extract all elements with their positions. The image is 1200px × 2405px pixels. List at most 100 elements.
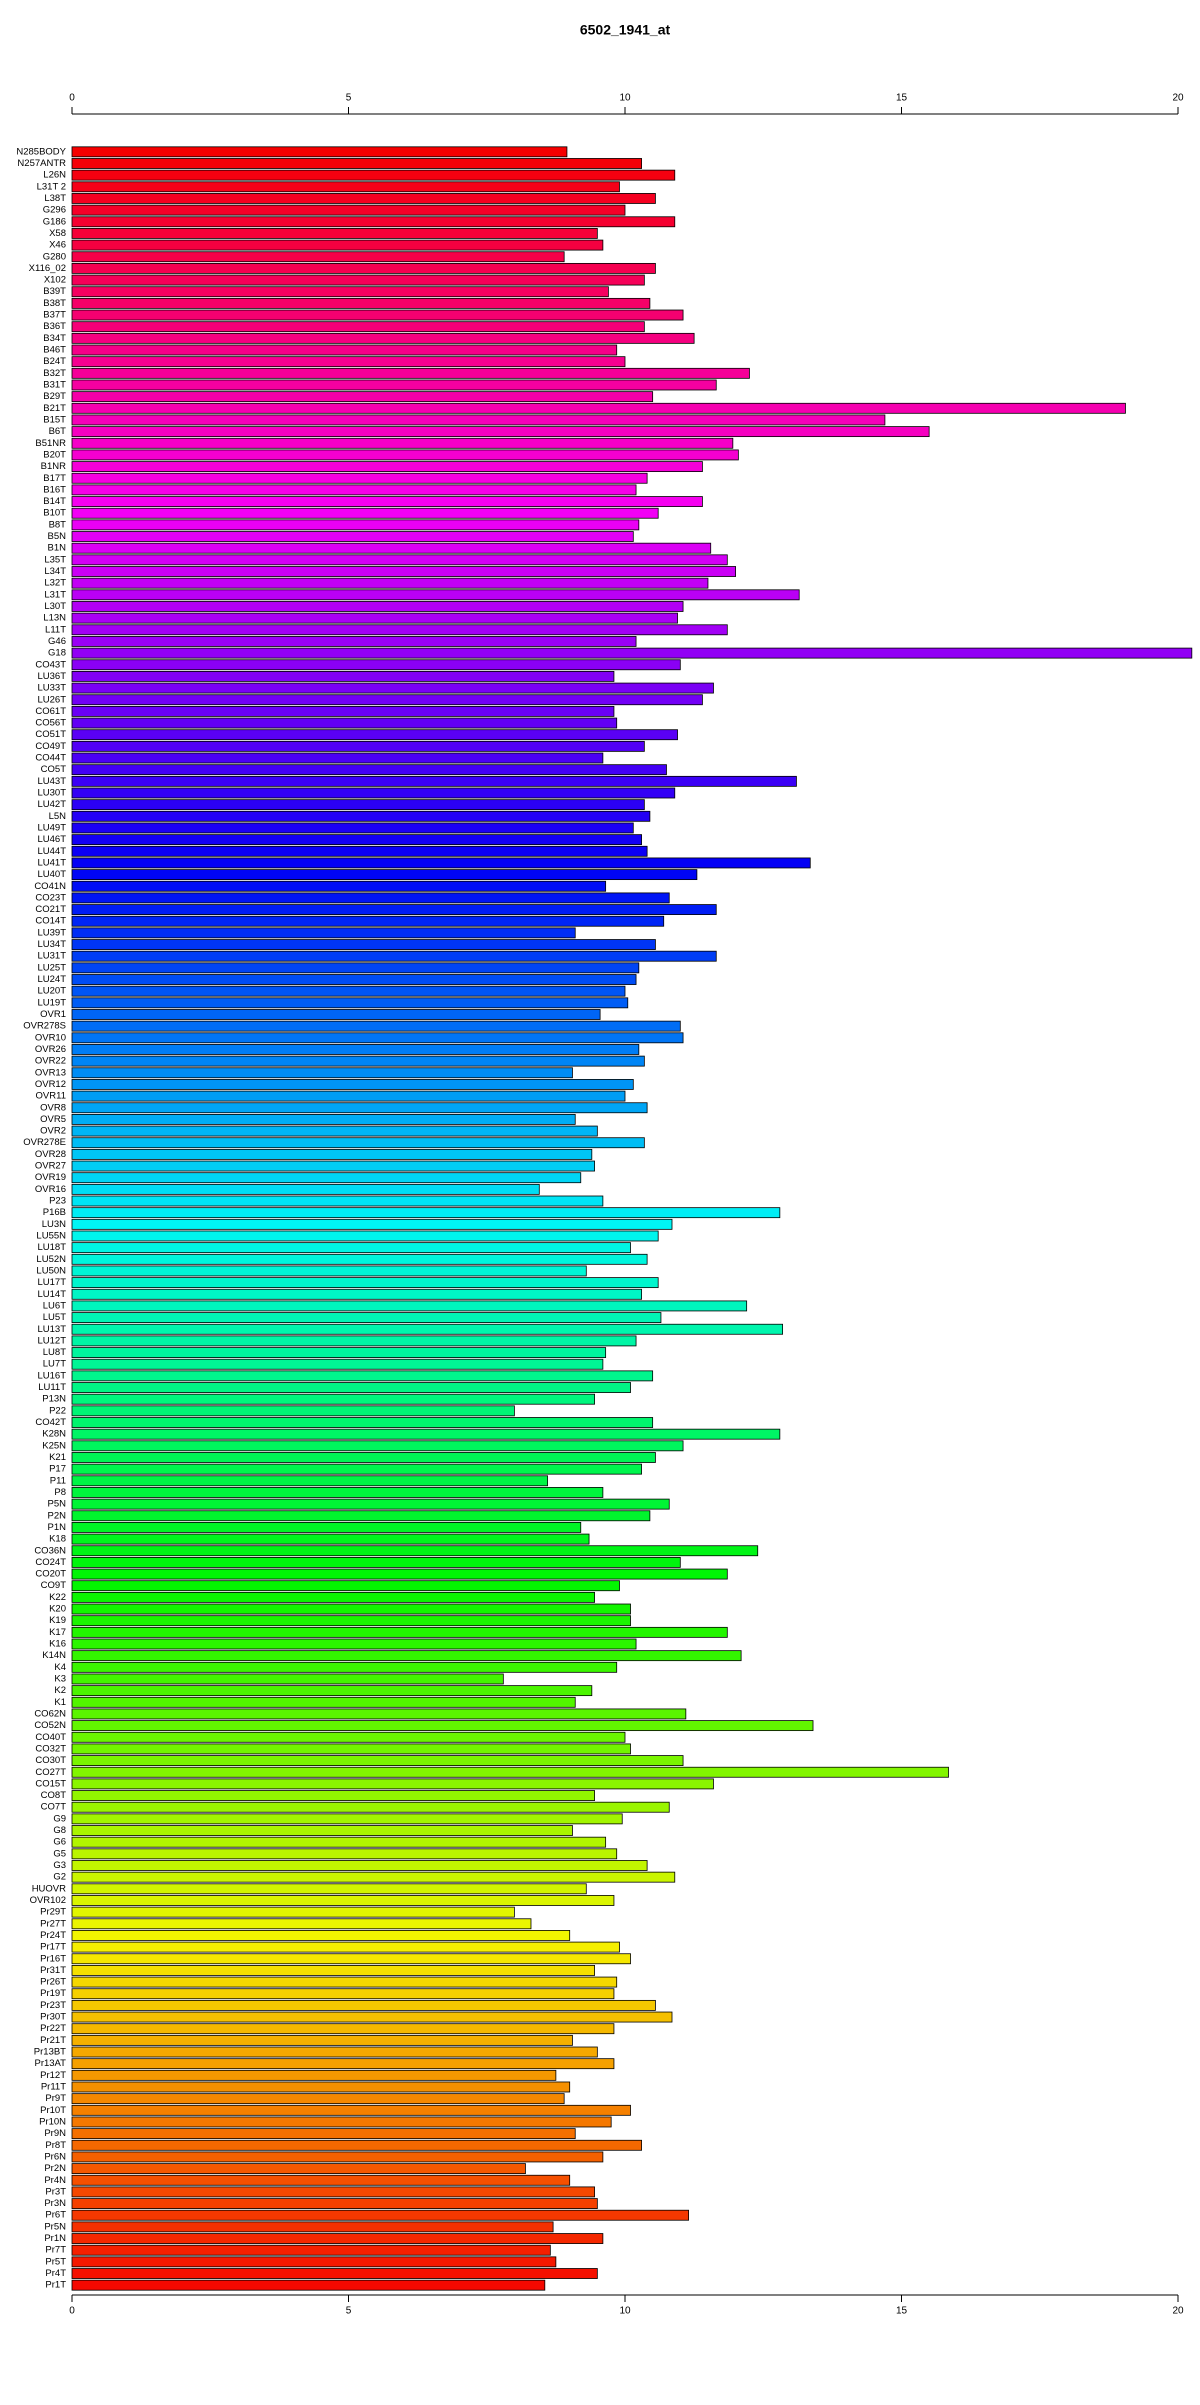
bar xyxy=(71,1895,615,1906)
bar xyxy=(71,822,634,834)
bar xyxy=(71,1288,642,1300)
bar xyxy=(71,1347,607,1358)
x-tick-label: 5 xyxy=(346,93,352,104)
category-label: L32T xyxy=(44,578,66,589)
category-label: G8 xyxy=(53,1825,66,1836)
bar xyxy=(71,2151,604,2163)
category-label: P8 xyxy=(54,1487,66,1498)
category-label: B37T xyxy=(43,310,66,321)
bar xyxy=(71,2069,557,2081)
bar xyxy=(71,1568,728,1580)
category-label: G5 xyxy=(53,1848,66,1859)
bar xyxy=(71,601,684,612)
category-label: P22 xyxy=(49,1405,66,1416)
bar xyxy=(71,845,648,857)
category-label: X46 xyxy=(49,240,66,251)
bar xyxy=(71,1848,618,1860)
category-label: K22 xyxy=(49,1592,66,1603)
bar xyxy=(71,1871,676,1883)
category-label: OVR1 xyxy=(40,1009,66,1020)
bar xyxy=(71,367,750,379)
category-label: K4 xyxy=(54,1662,66,1673)
category-label: OVR13 xyxy=(35,1067,66,1078)
category-label: OVR16 xyxy=(35,1184,66,1195)
category-label: LU11T xyxy=(38,1382,66,1393)
bar xyxy=(71,193,656,204)
bar xyxy=(71,2163,526,2175)
bar xyxy=(71,1148,593,1160)
category-label: Pr13AT xyxy=(34,2058,66,2069)
x-tick-label: 20 xyxy=(1172,2306,1184,2317)
category-label: LU17T xyxy=(37,1277,66,1288)
bar xyxy=(71,740,645,752)
bar xyxy=(71,2011,673,2023)
bar xyxy=(71,402,1126,414)
category-label: LU19T xyxy=(37,997,66,1008)
category-label: K3 xyxy=(54,1673,66,1684)
bar xyxy=(71,1883,587,1895)
bar xyxy=(71,647,1193,659)
bar xyxy=(71,775,797,787)
category-label: B14T xyxy=(43,496,66,507)
bar xyxy=(71,472,648,484)
category-label: Pr11T xyxy=(41,2082,66,2093)
bar xyxy=(71,2198,598,2209)
category-label: Pr3T xyxy=(45,2186,66,2197)
bar xyxy=(71,927,576,939)
bar xyxy=(71,2233,604,2244)
category-label: LU46T xyxy=(37,834,66,845)
category-label: OVR26 xyxy=(35,1044,66,1055)
bar xyxy=(71,2058,615,2070)
category-label: B10T xyxy=(43,508,66,519)
bar xyxy=(71,997,629,1009)
bar xyxy=(71,1650,742,1662)
bar xyxy=(71,1265,587,1277)
bar xyxy=(71,1079,634,1090)
bar xyxy=(71,519,640,531)
bar xyxy=(71,705,615,717)
bar xyxy=(71,1813,623,1825)
bar xyxy=(71,1032,684,1044)
bar xyxy=(71,1335,637,1347)
category-label: Pr1T xyxy=(45,2280,66,2291)
x-tick-label: 10 xyxy=(619,93,631,104)
category-label: K21 xyxy=(49,1452,66,1463)
bar xyxy=(71,1790,595,1801)
category-label: G46 xyxy=(48,636,66,647)
bar xyxy=(71,507,659,519)
category-label: P23 xyxy=(49,1196,66,1207)
category-label: Pr13BT xyxy=(34,2047,66,2058)
bar xyxy=(71,1417,654,1428)
category-label: G296 xyxy=(43,205,66,216)
bar xyxy=(71,1626,728,1638)
category-label: LU14T xyxy=(37,1289,66,1300)
category-label: LU20T xyxy=(37,986,66,997)
category-label: LU36T xyxy=(37,671,66,682)
bar xyxy=(71,1825,573,1836)
category-label: LU30T xyxy=(37,788,66,799)
bar xyxy=(71,274,645,286)
bar xyxy=(71,1988,615,2000)
category-label: B46T xyxy=(43,345,66,356)
bar xyxy=(71,1743,631,1755)
bar xyxy=(71,169,676,181)
bar xyxy=(71,449,739,461)
bar xyxy=(71,1976,618,1988)
category-label: Pr27T xyxy=(40,1918,66,1929)
category-label: CO14T xyxy=(35,916,66,927)
bar xyxy=(71,1113,576,1125)
bar xyxy=(71,962,640,974)
bar xyxy=(71,2186,595,2198)
bar xyxy=(71,1766,949,1778)
bar xyxy=(71,1218,673,1230)
category-label: L13N xyxy=(43,613,66,624)
bar xyxy=(71,1708,687,1720)
bar xyxy=(71,1673,504,1685)
bar xyxy=(71,2244,551,2256)
category-label: Pr22T xyxy=(40,2023,66,2034)
bar xyxy=(71,787,676,799)
bar xyxy=(71,181,620,193)
category-label: LU18T xyxy=(37,1242,66,1253)
category-label: K18 xyxy=(49,1534,66,1545)
bar xyxy=(71,1953,631,1965)
